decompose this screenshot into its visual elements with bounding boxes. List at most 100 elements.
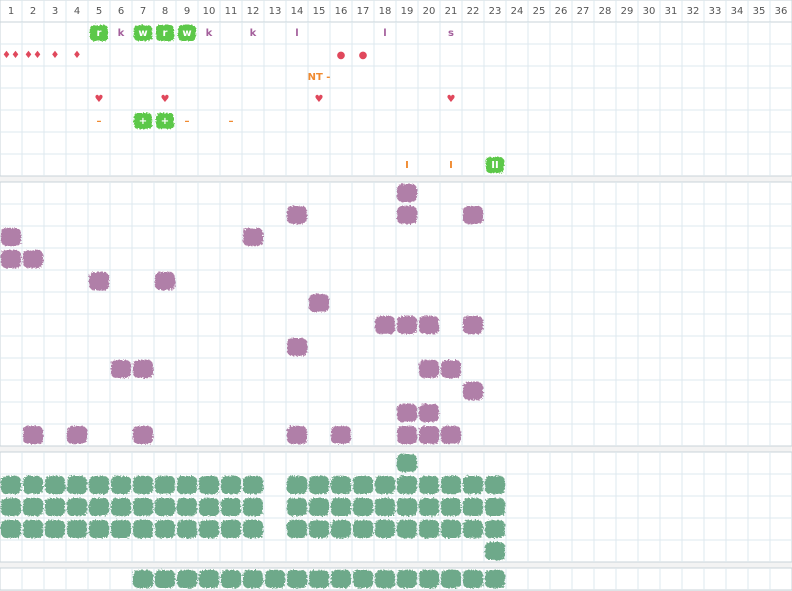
marker: ♥	[161, 94, 170, 105]
fill-blob	[397, 476, 417, 494]
fill-blob	[45, 476, 65, 494]
hit-blob	[111, 360, 131, 378]
marker: –	[185, 116, 190, 127]
column-number: 4	[74, 6, 80, 17]
fill-blob	[177, 520, 197, 538]
fill-blob	[463, 520, 483, 538]
fill-blob	[397, 498, 417, 516]
column-number: 22	[467, 6, 480, 17]
fill-blob	[1, 476, 21, 494]
column-number: 36	[775, 6, 788, 17]
fill-blob	[375, 476, 395, 494]
hit-blob	[133, 360, 153, 378]
marker: ♥	[95, 94, 104, 105]
marker: ♦♦	[2, 50, 20, 61]
column-number: 33	[709, 6, 722, 17]
fill-blob	[199, 498, 219, 516]
marker: I	[405, 160, 409, 171]
base-blob	[177, 570, 197, 588]
fill-blob	[331, 498, 351, 516]
fill-blob	[309, 498, 329, 516]
column-number: 13	[269, 6, 282, 17]
fill-blob	[67, 520, 87, 538]
marker: ●	[359, 50, 368, 61]
fill-blob	[243, 498, 263, 516]
fill-blob	[243, 520, 263, 538]
column-number: 32	[687, 6, 700, 17]
column-number: 2	[30, 6, 36, 17]
column-number: 28	[599, 6, 612, 17]
base-blob	[441, 570, 461, 588]
marker: NT -	[308, 72, 331, 83]
badge	[156, 113, 174, 129]
fill-blob	[221, 498, 241, 516]
fill-blob	[397, 520, 417, 538]
column-number: 34	[731, 6, 744, 17]
fill-blob	[111, 498, 131, 516]
column-number: 18	[379, 6, 392, 17]
hit-blob	[441, 426, 461, 444]
column-number: 9	[184, 6, 190, 17]
hit-blob	[463, 316, 483, 334]
column-number: 23	[489, 6, 502, 17]
fill-blob	[111, 520, 131, 538]
base-blob	[375, 570, 395, 588]
hit-blob	[1, 228, 21, 246]
hit-blob	[67, 426, 87, 444]
base-blob	[331, 570, 351, 588]
badge-label: +	[161, 116, 169, 127]
hit-blob	[419, 426, 439, 444]
column-number: 7	[140, 6, 146, 17]
column-number: 19	[401, 6, 414, 17]
fill-blob	[309, 520, 329, 538]
hit-blob	[419, 360, 439, 378]
hit-blob	[463, 206, 483, 224]
column-number: 10	[203, 6, 216, 17]
fill-blob	[397, 454, 417, 472]
column-number: 12	[247, 6, 260, 17]
fill-blob	[155, 498, 175, 516]
base-blob	[397, 570, 417, 588]
column-number: 1	[8, 6, 14, 17]
fill-blob	[221, 520, 241, 538]
fill-blob	[463, 476, 483, 494]
fill-blob	[45, 498, 65, 516]
marker: ♥	[315, 94, 324, 105]
fill-blob	[419, 520, 439, 538]
fill-blob	[89, 476, 109, 494]
hit-blob	[309, 294, 329, 312]
column-number: 11	[225, 6, 238, 17]
marker: s	[448, 28, 454, 39]
fill-blob	[375, 520, 395, 538]
fill-blob	[287, 520, 307, 538]
marker: k	[118, 28, 125, 39]
fill-blob	[419, 498, 439, 516]
marker: ♦♦	[24, 50, 42, 61]
fill-blob	[155, 520, 175, 538]
fill-blob	[441, 476, 461, 494]
base-blob	[243, 570, 263, 588]
fill-blob	[375, 498, 395, 516]
fill-blob	[221, 476, 241, 494]
hit-blob	[375, 316, 395, 334]
hit-blob	[1, 250, 21, 268]
hit-blob	[331, 426, 351, 444]
fill-blob	[67, 498, 87, 516]
hit-blob	[419, 404, 439, 422]
marker: ♥	[447, 94, 456, 105]
column-number: 16	[335, 6, 348, 17]
column-number: 27	[577, 6, 590, 17]
column-number: 5	[96, 6, 102, 17]
fill-blob	[177, 476, 197, 494]
column-number: 29	[621, 6, 634, 17]
hit-blob	[397, 206, 417, 224]
badge-label: II	[491, 160, 498, 171]
badge-label: r	[97, 28, 102, 39]
hit-blob	[287, 426, 307, 444]
hit-blob	[287, 338, 307, 356]
fill-blob	[287, 476, 307, 494]
column-number: 15	[313, 6, 326, 17]
fill-blob	[331, 520, 351, 538]
marker: –	[229, 116, 234, 127]
